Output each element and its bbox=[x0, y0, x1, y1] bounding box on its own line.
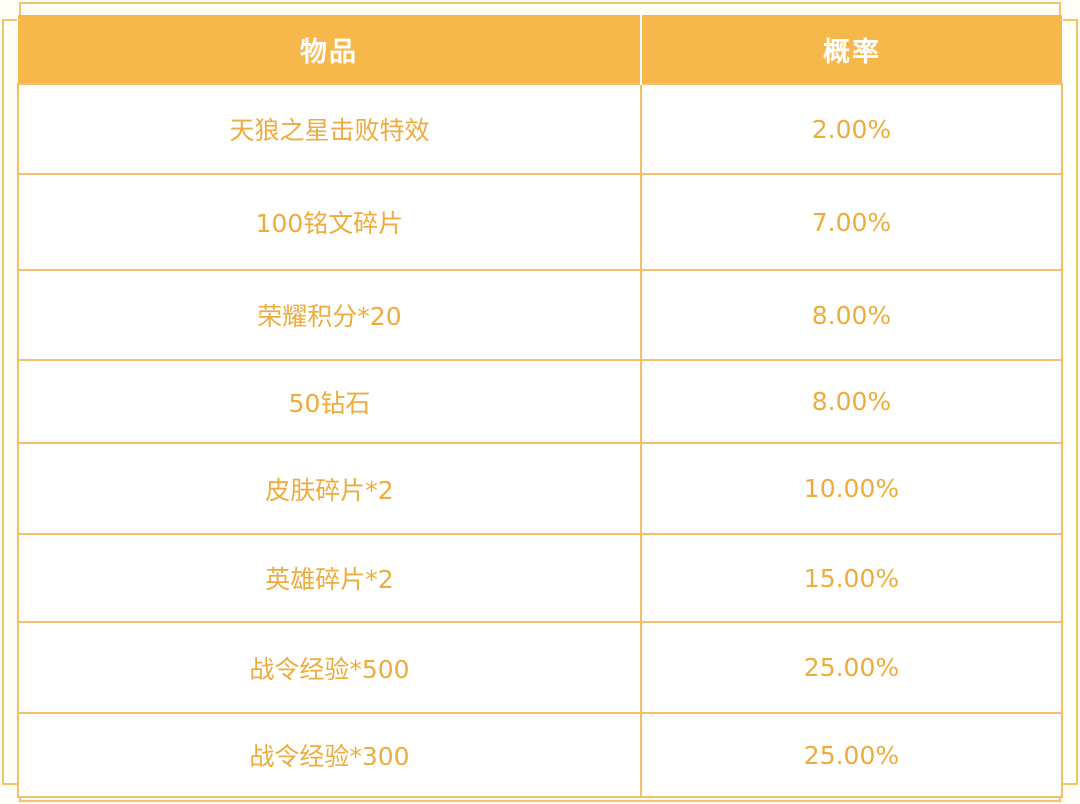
item-name-cell: 天狼之星击败特效 bbox=[17, 83, 642, 175]
probability-cell: 10.00% bbox=[639, 442, 1064, 535]
table-row: 皮肤碎片*2 10.00% bbox=[17, 442, 1064, 535]
frame-border-top bbox=[52, 2, 1028, 4]
table-row: 天狼之星击败特效 2.00% bbox=[17, 83, 1064, 175]
probability-table: 物品 概率 天狼之星击败特效 2.00% 100铭文碎片 7.00% 荣耀积分*… bbox=[17, 15, 1064, 798]
table-row: 50钻石 8.00% bbox=[17, 359, 1064, 444]
table-row: 100铭文碎片 7.00% bbox=[17, 173, 1064, 271]
item-name-cell: 荣耀积分*20 bbox=[17, 269, 642, 361]
table-row: 英雄碎片*2 15.00% bbox=[17, 533, 1064, 623]
item-name-cell: 英雄碎片*2 bbox=[17, 533, 642, 623]
item-name-cell: 50钻石 bbox=[17, 359, 642, 444]
probability-cell: 25.00% bbox=[639, 712, 1064, 798]
frame-border-left bbox=[2, 52, 4, 752]
table-row: 战令经验*300 25.00% bbox=[17, 712, 1064, 798]
item-name-cell: 战令经验*500 bbox=[17, 621, 642, 714]
probability-cell: 8.00% bbox=[639, 269, 1064, 361]
probability-column-header: 概率 bbox=[640, 15, 1062, 84]
table-row: 荣耀积分*20 8.00% bbox=[17, 269, 1064, 361]
table-header-row: 物品 概率 bbox=[18, 15, 1062, 84]
probability-cell: 15.00% bbox=[639, 533, 1064, 623]
probability-cell: 25.00% bbox=[639, 621, 1064, 714]
item-column-header: 物品 bbox=[18, 15, 642, 84]
frame-border-right bbox=[1076, 52, 1078, 752]
table-row: 战令经验*500 25.00% bbox=[17, 621, 1064, 714]
probability-cell: 8.00% bbox=[639, 359, 1064, 444]
item-name-cell: 战令经验*300 bbox=[17, 712, 642, 798]
item-name-cell: 皮肤碎片*2 bbox=[17, 442, 642, 535]
probability-cell: 7.00% bbox=[639, 173, 1064, 271]
probability-cell: 2.00% bbox=[639, 83, 1064, 175]
frame-border-bottom bbox=[52, 800, 1028, 802]
item-name-cell: 100铭文碎片 bbox=[17, 173, 642, 271]
